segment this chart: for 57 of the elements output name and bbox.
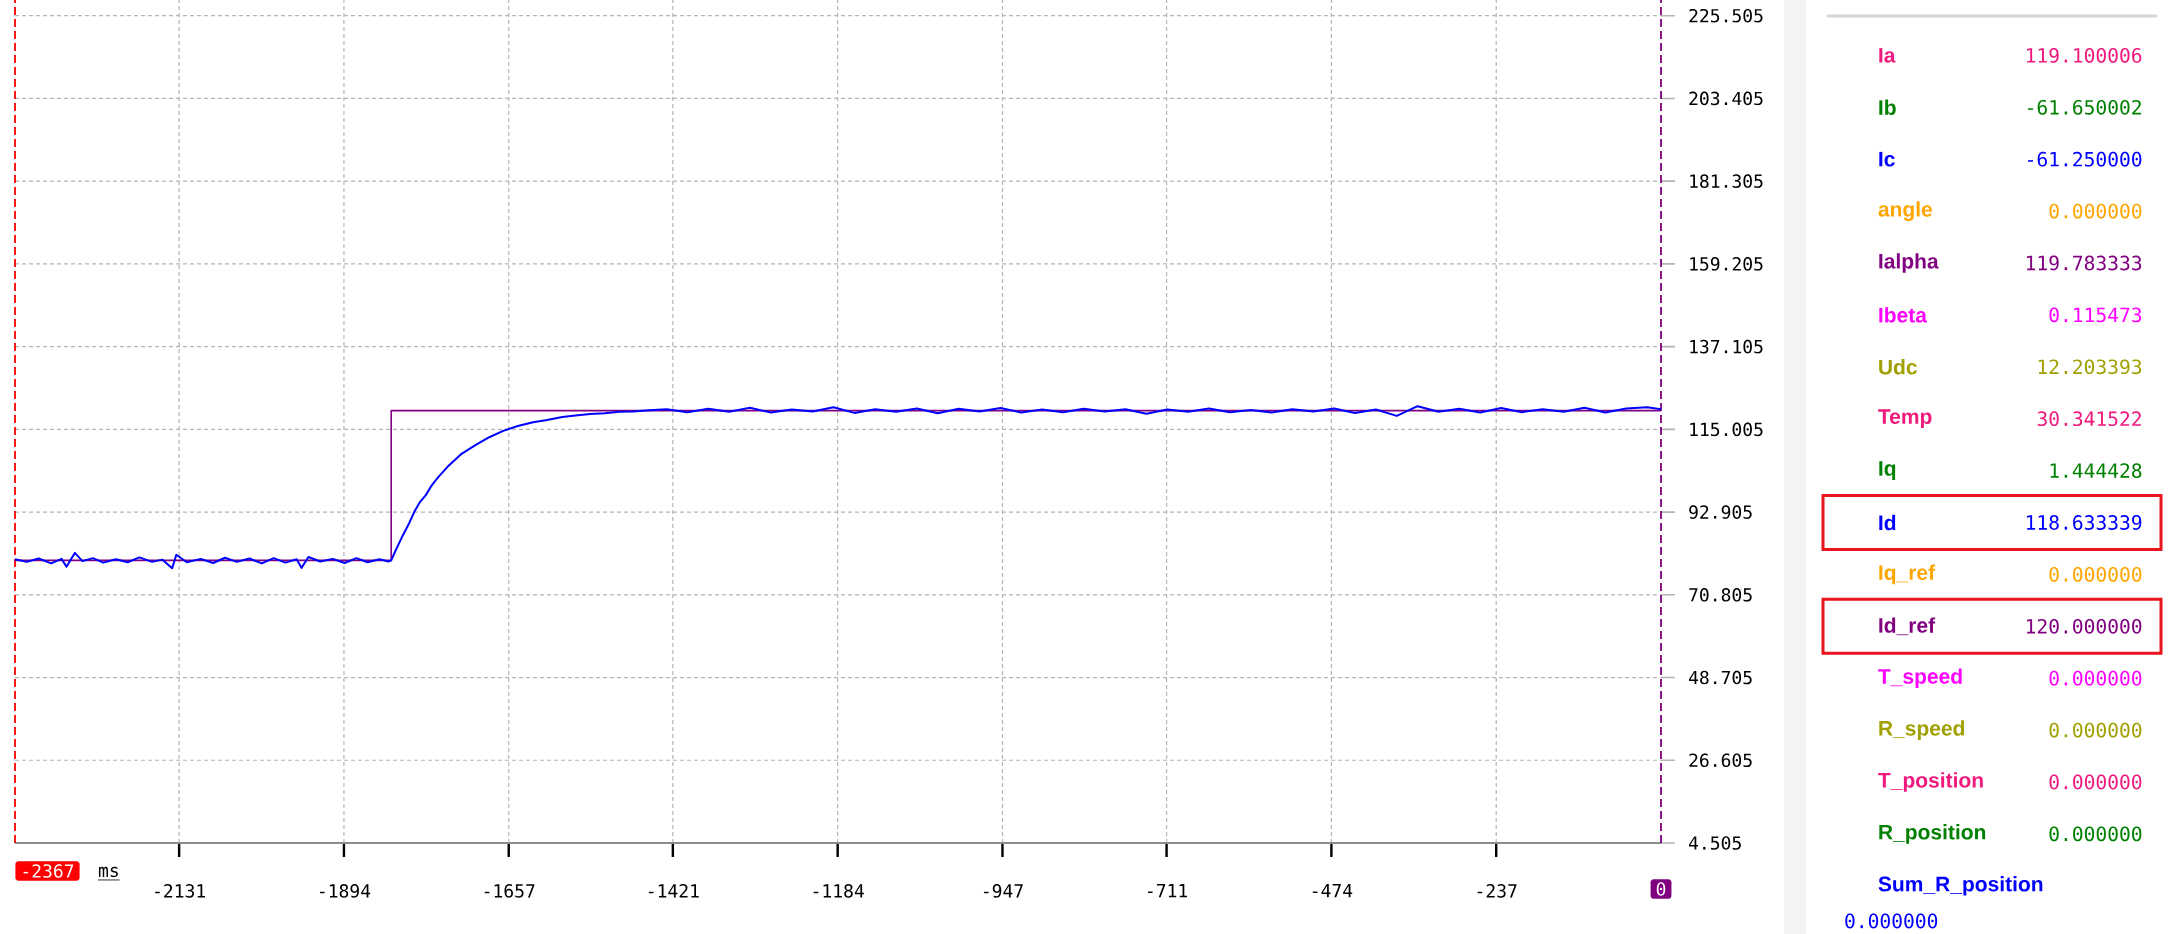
y-tick-label: 159.205 — [1690, 257, 1763, 271]
y-tick-label: 4.505 — [1688, 836, 1741, 850]
text: Iq — [1879, 461, 1896, 480]
x-tick-label: -2131 — [155, 884, 205, 898]
text: -61.650002 — [2028, 99, 2141, 115]
x-tick-label: -1894 — [319, 884, 371, 898]
text: Iq_ref — [1879, 564, 1936, 585]
text: Temp — [1878, 409, 1932, 429]
text: 119.783333 — [2026, 255, 2142, 271]
text: Udc — [1879, 359, 1917, 375]
y-tick-label: 181.305 — [1690, 174, 1763, 188]
text: 30.341522 — [2037, 411, 2141, 427]
ref-line-label: 0 — [1656, 882, 1666, 896]
text: Ic — [1879, 151, 1895, 167]
x-tick-label: -947 — [983, 884, 1023, 898]
text: angle — [1878, 201, 1933, 221]
text: 0.000000 — [1845, 913, 1938, 929]
y-tick-label: 225.505 — [1689, 8, 1763, 23]
x-tick-label: -474 — [1312, 884, 1353, 898]
text: Ia — [1879, 48, 1896, 63]
text: 1.444428 — [2050, 463, 2142, 479]
text: T_position — [1878, 772, 1983, 792]
text: 0.115473 — [2049, 307, 2142, 323]
text: 119.100006 — [2026, 47, 2142, 63]
text: Ialpha — [1879, 253, 1939, 273]
y-tick-label: 92.905 — [1689, 505, 1752, 519]
text: Id — [1879, 514, 1896, 531]
ref-line-label: -2367 — [23, 864, 74, 878]
x-tick-label: -711 — [1148, 884, 1188, 898]
y-tick-label: 203.405 — [1689, 91, 1763, 106]
text: 12.203393 — [2038, 359, 2142, 375]
text: 0.000000 — [2049, 774, 2142, 790]
text: R_speed — [1879, 720, 1965, 740]
y-tick-label: 137.105 — [1690, 339, 1763, 354]
text: 0.000000 — [2049, 670, 2142, 686]
text: Ib — [1879, 99, 1896, 116]
text: Ibeta — [1879, 307, 1928, 323]
text: 0.000000 — [2049, 566, 2142, 582]
y-tick-label: 115.005 — [1690, 422, 1763, 437]
x-tick-label: -237 — [1477, 884, 1517, 898]
text: 120.000000 — [2026, 618, 2142, 634]
text: 0.000000 — [2049, 722, 2142, 738]
text: Sum_R_position — [1878, 876, 2043, 896]
text: 0.000000 — [2049, 203, 2142, 219]
y-tick-label: 26.605 — [1689, 753, 1752, 768]
text: Id_ref — [1879, 617, 1936, 636]
text: 0.000000 — [2049, 826, 2142, 842]
x-axis-title: ms — [98, 866, 118, 878]
x-tick-label: -1184 — [813, 884, 864, 898]
x-tick-label: -1657 — [484, 884, 535, 898]
x-tick-label: -1421 — [648, 884, 699, 898]
text: -61.250000 — [2028, 151, 2142, 167]
text: R_position — [1879, 824, 1986, 844]
y-tick-label: 48.705 — [1688, 670, 1752, 685]
y-tick-label: 70.805 — [1689, 588, 1752, 602]
text: T_speed — [1878, 668, 1962, 688]
text: 118.633339 — [2026, 515, 2142, 530]
